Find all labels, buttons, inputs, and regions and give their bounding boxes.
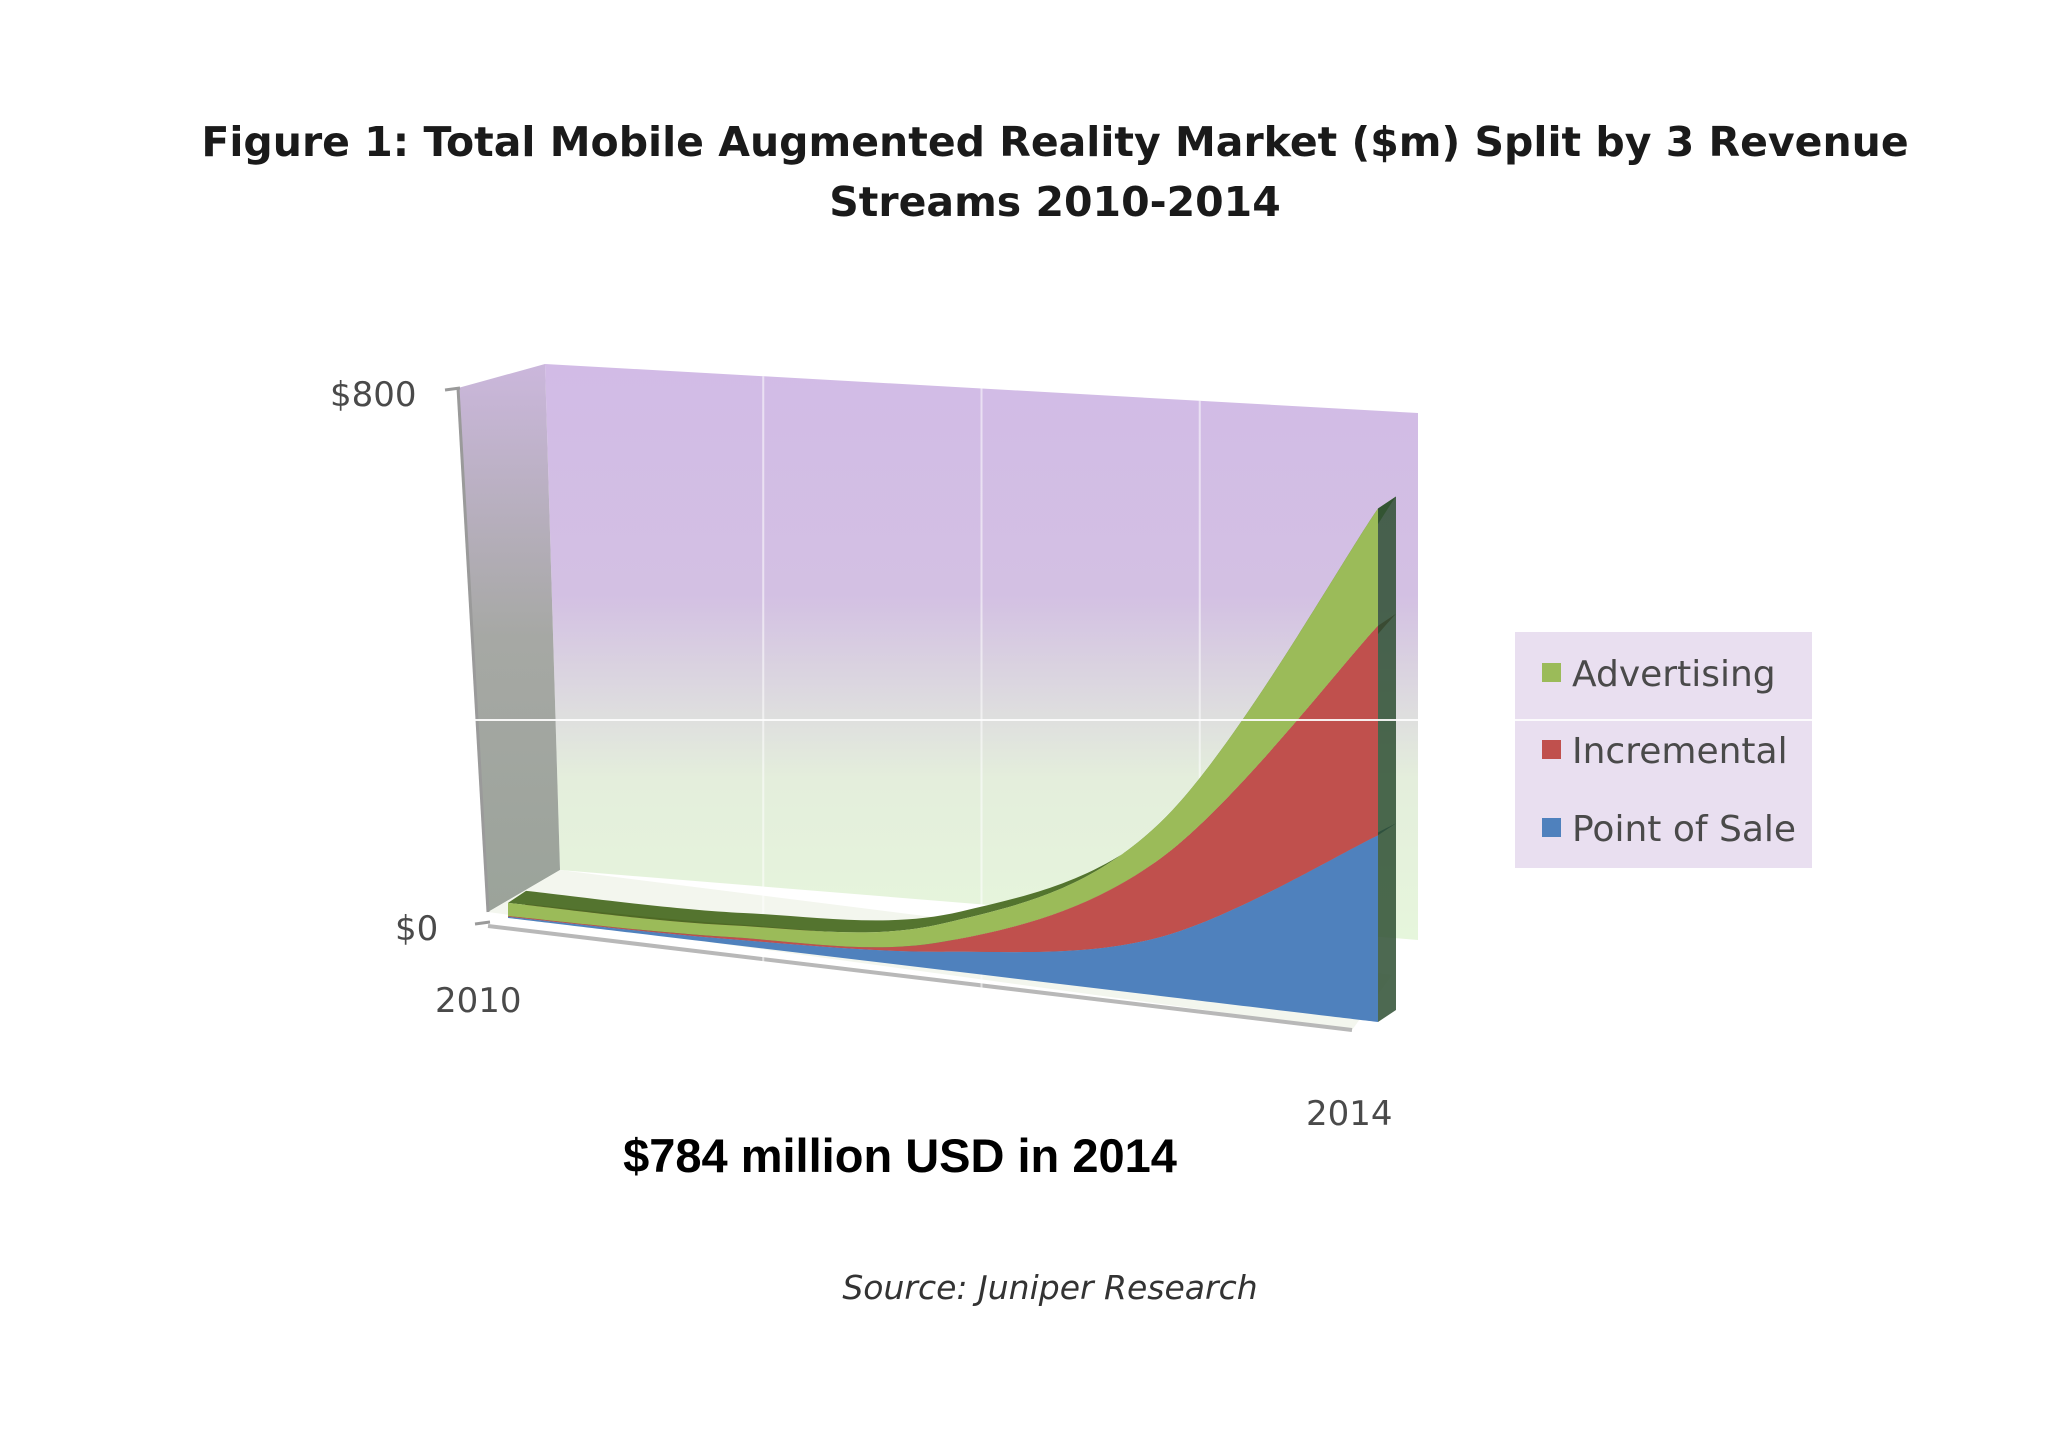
- left-axis-line: [456, 387, 490, 913]
- area-series-incremental: [508, 625, 1378, 953]
- chart-title-line-2: Streams 2010-2014: [829, 178, 1281, 226]
- area-series-point-of-sale: [508, 835, 1378, 1022]
- source-caption: Source: Juniper Research: [842, 1268, 1258, 1307]
- legend-item-incremental: Incremental: [1542, 731, 1788, 772]
- area-right-edge: [1378, 496, 1396, 1023]
- area-series-layer: [508, 496, 1396, 1023]
- chart-side-wall: [458, 364, 560, 912]
- legend-item-advertising: Advertising: [1542, 654, 1776, 695]
- legend-label-point-of-sale: Point of Sale: [1572, 809, 1796, 850]
- chart-title-line-1: Figure 1: Total Mobile Augmented Reality…: [201, 118, 1909, 166]
- legend-box: [1515, 632, 1812, 868]
- legend: Advertising Incremental Point of Sale: [1515, 632, 1812, 868]
- y-tick-top: [444, 386, 461, 392]
- legend-swatch-point-of-sale: [1542, 818, 1561, 837]
- y-tick-bottom: [474, 920, 491, 926]
- legend-swatch-advertising: [1542, 663, 1561, 682]
- chart-title: Figure 1: Total Mobile Augmented Reality…: [180, 112, 1930, 232]
- floor-front-edge: [487, 924, 1353, 1032]
- legend-swatch-incremental: [1542, 740, 1561, 759]
- y-tick-label-max: $800: [330, 375, 417, 415]
- legend-item-point-of-sale: Point of Sale: [1542, 809, 1796, 850]
- x-tick-label-last: 2014: [1306, 1094, 1393, 1134]
- legend-label-incremental: Incremental: [1572, 731, 1788, 772]
- legend-label-advertising: Advertising: [1572, 654, 1776, 695]
- y-tick-label-min: $0: [395, 909, 438, 949]
- area-series-advertising: [508, 508, 1378, 948]
- x-tick-label-first: 2010: [435, 981, 522, 1021]
- total-note: $784 million USD in 2014: [623, 1129, 1177, 1182]
